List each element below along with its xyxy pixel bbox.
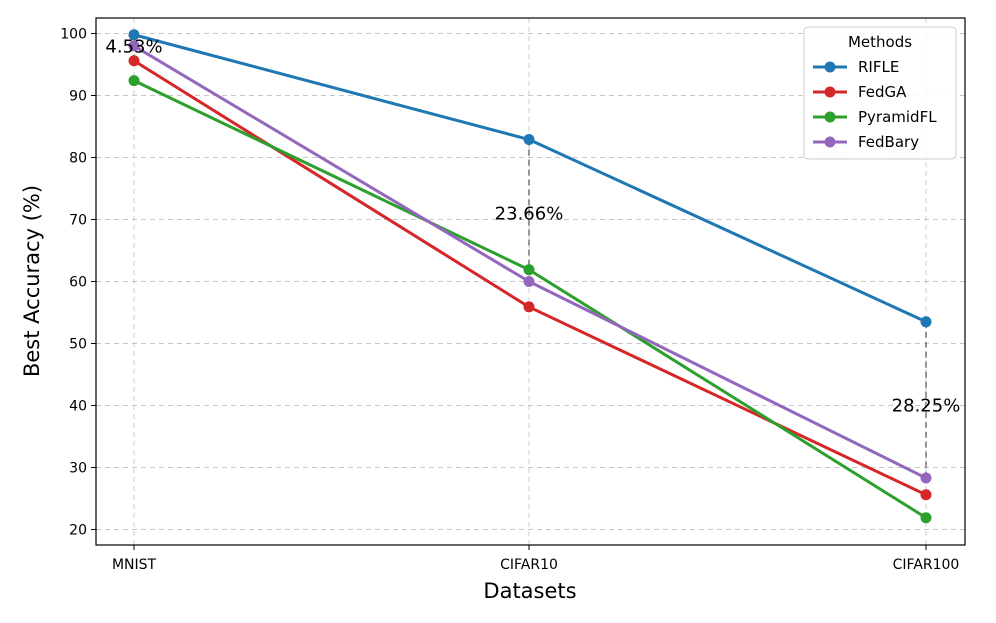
gap-annotations: 4.53% 23.66% 28.25% (105, 37, 960, 417)
data-point (128, 40, 140, 52)
y-tick-label: 100 (60, 27, 87, 43)
data-point (920, 512, 932, 524)
y-tick-label: 20 (69, 523, 87, 539)
data-point (523, 276, 535, 287)
data-point (523, 301, 535, 313)
x-tick-label: CIFAR100 (893, 557, 960, 573)
y-tick-label: 30 (69, 461, 87, 477)
y-tick-label: 80 (69, 151, 87, 167)
y-tick-label: 90 (69, 89, 87, 105)
legend-label: PyramidFL (858, 108, 937, 126)
legend-item: FedGA (813, 83, 907, 101)
legend-swatch-marker (824, 111, 836, 123)
series-pyramidfl (128, 75, 932, 524)
gap-annotation: 4.53% (105, 37, 162, 58)
legend-swatch-marker (824, 61, 836, 73)
y-tick-label: 40 (69, 399, 87, 415)
legend-item: FedBary (813, 133, 919, 151)
x-tick-label: CIFAR10 (500, 557, 558, 573)
axis-ticks: 20 30 40 50 60 70 80 90 100 MNIST CIFAR10 CIFAR100 (60, 27, 959, 574)
x-tick-label: MNIST (112, 557, 157, 573)
data-point (920, 316, 932, 328)
data-point (128, 75, 140, 87)
series-rifle (128, 29, 932, 328)
y-tick-label: 60 (69, 275, 87, 291)
data-point (128, 55, 140, 67)
data-point (128, 29, 140, 41)
legend: Methods RIFLE FedGA PyramidFL FedBary (803, 26, 957, 160)
data-point (523, 264, 535, 276)
legend-item: PyramidFL (813, 108, 937, 126)
legend-swatch-marker (824, 86, 836, 98)
legend-swatch-marker (824, 136, 836, 148)
series-fedbary (128, 40, 932, 484)
legend-item: RIFLE (813, 58, 899, 76)
legend-box (803, 26, 957, 160)
gap-annotation: 28.25% (892, 396, 961, 417)
legend-label: RIFLE (858, 58, 899, 76)
data-point (523, 134, 535, 146)
y-tick-label: 50 (69, 337, 87, 353)
legend-label: FedBary (858, 133, 919, 151)
gap-annotation: 23.66% (495, 203, 564, 224)
series-lines (128, 29, 932, 524)
data-point (920, 489, 932, 501)
legend-title: Methods (848, 33, 912, 51)
legend-label: FedGA (858, 83, 907, 101)
data-point (920, 472, 932, 484)
x-axis-title: Datasets (483, 579, 576, 603)
y-axis-title: Best Accuracy (%) (20, 185, 44, 377)
y-tick-label: 70 (69, 213, 87, 229)
